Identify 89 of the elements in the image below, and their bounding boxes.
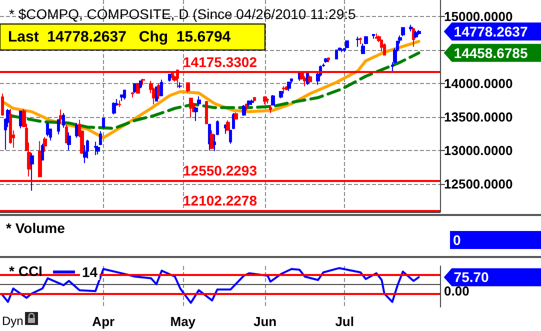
- candlestick: [186, 82, 190, 93]
- candlestick: [30, 152, 34, 192]
- text: Dyn: [2, 314, 24, 328]
- ref-line-label: 12102.2278: [183, 192, 258, 209]
- candlestick: [57, 119, 60, 135]
- candlestick: [224, 124, 227, 134]
- text: * Volume: [6, 220, 65, 236]
- y-tick-label: 13500.0000: [444, 110, 513, 125]
- candlestick: [136, 82, 140, 94]
- candlestick: [62, 112, 65, 128]
- candlestick: [94, 141, 97, 156]
- annotation: 14778.2637: [454, 24, 528, 40]
- candlestick: [46, 122, 49, 137]
- candlestick: [335, 50, 338, 60]
- text: * $COMPQ, COMPOSITE, D (Since 04/26/2010 11:29:5: [9, 6, 356, 22]
- candlestick: [287, 81, 291, 92]
- candlestick: [266, 98, 269, 104]
- candlestick: [242, 104, 246, 116]
- candlestick: [245, 103, 248, 111]
- candlestick: [345, 40, 349, 49]
- ref-line-label: 14175.3302: [183, 54, 258, 70]
- candlestick: [279, 90, 283, 99]
- candlestick: [417, 30, 421, 36]
- candlestick: [324, 58, 328, 64]
- candlestick: [234, 112, 238, 120]
- candlestick: [139, 80, 142, 89]
- candlestick: [414, 30, 418, 39]
- candlestick: [250, 99, 254, 106]
- candlestick: [131, 92, 134, 98]
- candlestick: [380, 40, 383, 52]
- candlestick: [340, 48, 344, 53]
- candlestick: [308, 75, 312, 84]
- candlestick: [226, 120, 230, 131]
- candlestick: [412, 28, 415, 48]
- candlestick: [327, 57, 330, 63]
- ref-line-label: 12550.2293: [183, 162, 258, 179]
- candlestick: [375, 32, 378, 40]
- x-tick-label: Apr: [92, 314, 115, 329]
- candlestick: [141, 78, 145, 86]
- candlestick: [99, 130, 102, 146]
- candlestick: [123, 90, 126, 100]
- candlestick: [160, 79, 163, 97]
- text: 0: [450, 231, 541, 249]
- x-tick-label: Jul: [335, 314, 354, 329]
- y-tick-label: 14000.0000: [444, 76, 513, 92]
- candlestick: [96, 145, 100, 155]
- candlestick: [356, 36, 360, 48]
- legend-label: 14: [82, 264, 98, 280]
- candlestick: [102, 118, 105, 129]
- candlestick: [303, 76, 307, 87]
- candlestick: [189, 98, 193, 118]
- candlestick: [67, 132, 71, 151]
- candlestick: [112, 102, 116, 115]
- candlestick: [263, 96, 267, 105]
- candlestick: [168, 74, 171, 82]
- candlestick: [232, 112, 235, 130]
- y-tick-label: 15000.0000: [444, 9, 513, 24]
- candlestick: [194, 106, 198, 122]
- candlestick: [86, 139, 89, 159]
- candlestick: [120, 94, 124, 102]
- y-tick-label: 12500.0000: [444, 176, 513, 192]
- candlestick: [59, 109, 63, 124]
- candlestick: [383, 42, 386, 56]
- annotation: 75.70: [454, 269, 490, 286]
- candlestick: [359, 36, 362, 45]
- candlestick: [372, 34, 375, 40]
- candlestick: [229, 129, 232, 144]
- candlestick: [41, 143, 44, 162]
- candlestick: [38, 140, 42, 178]
- candlestick: [271, 94, 275, 106]
- x-tick-label: May: [170, 314, 196, 329]
- candlestick: [210, 130, 214, 150]
- candlestick: [208, 123, 211, 151]
- candlestick: [247, 100, 251, 107]
- annotation: Last 14778.2637 Chg 15.6794: [8, 28, 232, 46]
- candlestick: [197, 96, 201, 106]
- annotation: 14458.6785: [454, 44, 528, 61]
- candlestick: [118, 100, 121, 108]
- candlestick: [409, 24, 413, 32]
- candlestick: [269, 104, 272, 114]
- candlestick: [282, 86, 285, 94]
- y-tick-label: 13000.0000: [444, 142, 513, 158]
- candlestick: [401, 26, 405, 37]
- candlestick: [43, 136, 47, 152]
- text: 0.00: [444, 284, 470, 299]
- candlestick: [205, 100, 208, 124]
- candlestick: [253, 96, 256, 102]
- candlestick: [178, 82, 182, 89]
- x-tick-label: Jun: [254, 314, 277, 329]
